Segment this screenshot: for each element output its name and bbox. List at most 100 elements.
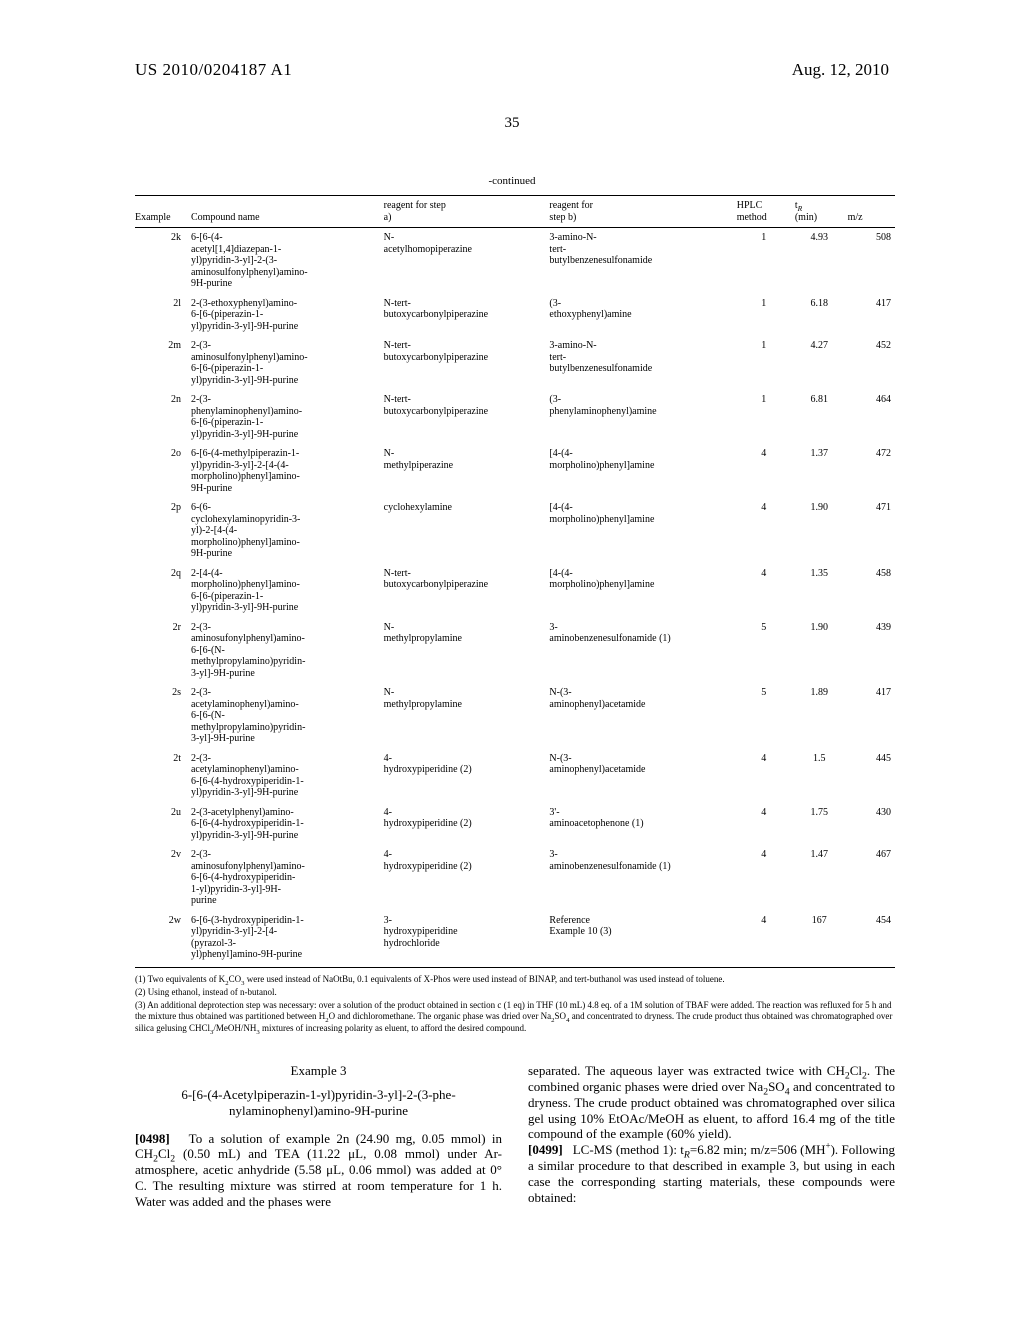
- table-cell: 508: [848, 228, 895, 294]
- table-cell: 3- aminobenzenesulfonamide (1): [549, 618, 736, 684]
- table-cell: 454: [848, 911, 895, 968]
- table-cell: 2v: [135, 845, 191, 911]
- table-cell: 4: [737, 911, 795, 968]
- table-cell: N-tert- butoxycarbonylpiperazine: [384, 336, 550, 390]
- table-row: 2q2-[4-(4- morpholino)phenyl]amino- 6-[6…: [135, 564, 895, 618]
- table-row: 2t2-(3- acetylaminophenyl)amino- 6-[6-(4…: [135, 749, 895, 803]
- table-cell: 3- aminobenzenesulfonamide (1): [549, 845, 736, 911]
- table-row: 2s2-(3- acetylaminophenyl)amino- 6-[6-(N…: [135, 683, 895, 749]
- th-mz: m/z: [848, 196, 895, 228]
- table-cell: 3'- aminoacetophenone (1): [549, 803, 736, 846]
- page-number: 35: [0, 115, 1024, 132]
- table-cell: 3- hydroxypiperidine hydrochloride: [384, 911, 550, 968]
- table-cell: 1: [737, 294, 795, 337]
- body-columns: Example 3 6-[6-(4-Acetylpiperazin-1-yl)p…: [135, 1063, 895, 1210]
- table-cell: 6-(6- cyclohexylaminopyridin-3- yl)-2-[4…: [191, 498, 384, 564]
- table-cell: 6-[6-(4- acetyl[1,4]diazepan-1- yl)pyrid…: [191, 228, 384, 294]
- table-cell: 2-(3- phenylaminophenyl)amino- 6-[6-(pip…: [191, 390, 384, 444]
- para-0498: [0498] To a solution of example 2n (24.9…: [135, 1131, 502, 1210]
- table-cell: 1: [737, 390, 795, 444]
- th-reagent-b: reagent for step b): [549, 196, 736, 228]
- publication-date: Aug. 12, 2010: [792, 60, 889, 80]
- table-cell: 4- hydroxypiperidine (2): [384, 803, 550, 846]
- table-cell: N- methylpropylamine: [384, 683, 550, 749]
- table-cell: 4: [737, 498, 795, 564]
- table-row: 2p6-(6- cyclohexylaminopyridin-3- yl)-2-…: [135, 498, 895, 564]
- table-cell: 2-(3- aminosulfonylphenyl)amino- 6-[6-(p…: [191, 336, 384, 390]
- table-cell: 2r: [135, 618, 191, 684]
- table-cell: [4-(4- morpholino)phenyl]amine: [549, 444, 736, 498]
- table-cell: Reference Example 10 (3): [549, 911, 736, 968]
- table-cell: N-tert- butoxycarbonylpiperazine: [384, 390, 550, 444]
- para-0499: [0499] LC-MS (method 1): tR=6.82 min; m/…: [528, 1142, 895, 1205]
- table-cell: N- methylpropylamine: [384, 618, 550, 684]
- table-cell: cyclohexylamine: [384, 498, 550, 564]
- table-cell: 4- hydroxypiperidine (2): [384, 749, 550, 803]
- compound-table-wrap: Example Compound name reagent for step a…: [135, 195, 895, 1036]
- table-cell: 464: [848, 390, 895, 444]
- table-cell: 417: [848, 294, 895, 337]
- table-cell: (3- ethoxyphenyl)amine: [549, 294, 736, 337]
- table-row: 2k6-[6-(4- acetyl[1,4]diazepan-1- yl)pyr…: [135, 228, 895, 294]
- table-footnotes: (1) Two equivalents of K2CO3 were used i…: [135, 974, 895, 1034]
- th-compound: Compound name: [191, 196, 384, 228]
- table-row: 2o6-[6-(4-methylpiperazin-1- yl)pyridin-…: [135, 444, 895, 498]
- table-cell: 2o: [135, 444, 191, 498]
- table-cell: N-(3- aminophenyl)acetamide: [549, 683, 736, 749]
- table-cell: 3-amino-N- tert- butylbenzenesulfonamide: [549, 336, 736, 390]
- table-cell: [4-(4- morpholino)phenyl]amine: [549, 564, 736, 618]
- table-cell: 1.37: [795, 444, 848, 498]
- table-row: 2v2-(3- aminosufonylphenyl)amino- 6-[6-(…: [135, 845, 895, 911]
- table-cell: 452: [848, 336, 895, 390]
- table-cell: 2w: [135, 911, 191, 968]
- table-cell: 4: [737, 444, 795, 498]
- table-cell: 467: [848, 845, 895, 911]
- table-cell: N-(3- aminophenyl)acetamide: [549, 749, 736, 803]
- table-row: 2n2-(3- phenylaminophenyl)amino- 6-[6-(p…: [135, 390, 895, 444]
- table-cell: 2u: [135, 803, 191, 846]
- table-cell: 4.27: [795, 336, 848, 390]
- table-row: 2r2-(3- aminosufonylphenyl)amino- 6-[6-(…: [135, 618, 895, 684]
- footnote-3: (3) An additional deprotection step was …: [135, 1000, 895, 1034]
- footnote-1: (1) Two equivalents of K2CO3 were used i…: [135, 974, 895, 985]
- table-cell: 1.47: [795, 845, 848, 911]
- table-cell: 2-(3- aminosufonylphenyl)amino- 6-[6-(N-…: [191, 618, 384, 684]
- publication-number: US 2010/0204187 A1: [135, 60, 292, 80]
- para-right-cont: separated. The aqueous layer was extract…: [528, 1063, 895, 1142]
- table-cell: 2t: [135, 749, 191, 803]
- table-cell: 6.81: [795, 390, 848, 444]
- table-cell: 1: [737, 336, 795, 390]
- table-cell: 2s: [135, 683, 191, 749]
- table-cell: 445: [848, 749, 895, 803]
- left-column: Example 3 6-[6-(4-Acetylpiperazin-1-yl)p…: [135, 1063, 502, 1210]
- table-cell: 430: [848, 803, 895, 846]
- continued-label: -continued: [0, 175, 1024, 187]
- table-cell: 2q: [135, 564, 191, 618]
- compound-table: Example Compound name reagent for step a…: [135, 195, 895, 968]
- table-cell: 3-amino-N- tert- butylbenzenesulfonamide: [549, 228, 736, 294]
- table-cell: 458: [848, 564, 895, 618]
- table-cell: 1.90: [795, 618, 848, 684]
- footnote-2: (2) Using ethanol, instead of n-butanol.: [135, 987, 895, 998]
- table-cell: 471: [848, 498, 895, 564]
- table-cell: 2-(3-ethoxyphenyl)amino- 6-[6-(piperazin…: [191, 294, 384, 337]
- table-row: 2w6-[6-(3-hydroxypiperidin-1- yl)pyridin…: [135, 911, 895, 968]
- table-cell: 4: [737, 749, 795, 803]
- table-cell: 2k: [135, 228, 191, 294]
- table-cell: 4: [737, 803, 795, 846]
- table-cell: 6-[6-(4-methylpiperazin-1- yl)pyridin-3-…: [191, 444, 384, 498]
- table-cell: 2l: [135, 294, 191, 337]
- table-cell: [4-(4- morpholino)phenyl]amine: [549, 498, 736, 564]
- table-cell: 2p: [135, 498, 191, 564]
- table-cell: 4- hydroxypiperidine (2): [384, 845, 550, 911]
- th-example: Example: [135, 196, 191, 228]
- example3-title: Example 3: [135, 1063, 502, 1079]
- table-cell: N-tert- butoxycarbonylpiperazine: [384, 564, 550, 618]
- th-reagent-a: reagent for step a): [384, 196, 550, 228]
- table-cell: 2-(3- acetylaminophenyl)amino- 6-[6-(4-h…: [191, 749, 384, 803]
- table-cell: 2-[4-(4- morpholino)phenyl]amino- 6-[6-(…: [191, 564, 384, 618]
- table-cell: 4.93: [795, 228, 848, 294]
- table-cell: 5: [737, 618, 795, 684]
- table-cell: 417: [848, 683, 895, 749]
- table-cell: 6-[6-(3-hydroxypiperidin-1- yl)pyridin-3…: [191, 911, 384, 968]
